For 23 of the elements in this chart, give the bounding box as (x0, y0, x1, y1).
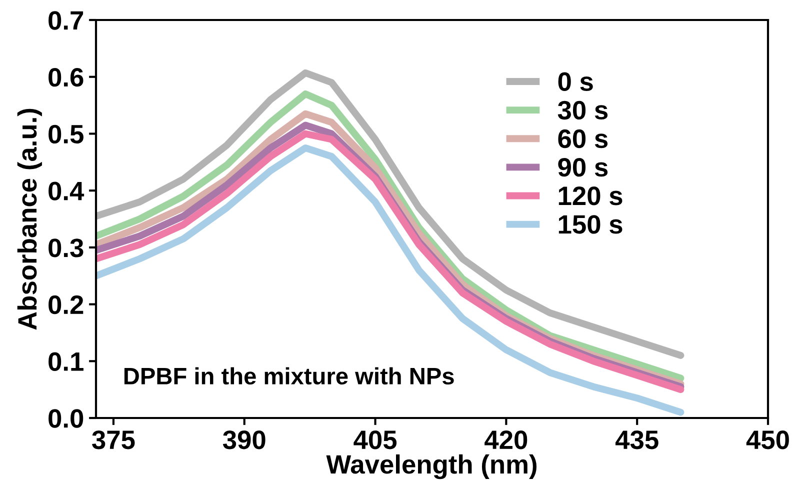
y-tick-label: 0.2 (48, 295, 84, 314)
y-tick-label: 0.0 (48, 409, 84, 428)
x-tick-label: 420 (484, 430, 528, 450)
y-tick-label: 0.4 (48, 182, 84, 200)
annotation: DPBF in the mixture with NPs (124, 367, 454, 385)
y-tick-label: 0.5 (48, 124, 84, 144)
legend-label: 30 s (558, 100, 608, 120)
legend-label: 90 s (558, 158, 608, 177)
x-tick-label: 375 (92, 430, 135, 450)
legend-label: 120 s (558, 186, 622, 206)
y-tick-label: 0.7 (48, 11, 84, 30)
x-tick-label: 390 (222, 430, 266, 450)
legend-label: 0 s (558, 72, 593, 91)
y-tick-label: 0.6 (48, 68, 84, 87)
y-tick-label: 0.3 (48, 238, 84, 258)
x-axis-title: Wavelength (nm) (326, 454, 536, 480)
x-tick-label: 405 (354, 430, 397, 450)
y-axis-title: Absorbance (a.u.) (17, 108, 42, 330)
x-tick-label: 450 (746, 430, 789, 450)
y-tick-label: 0.1 (48, 352, 84, 371)
x-tick-label: 435 (615, 430, 658, 450)
legend-label: 60 s (558, 129, 608, 148)
legend-label: 150 s (558, 215, 622, 234)
